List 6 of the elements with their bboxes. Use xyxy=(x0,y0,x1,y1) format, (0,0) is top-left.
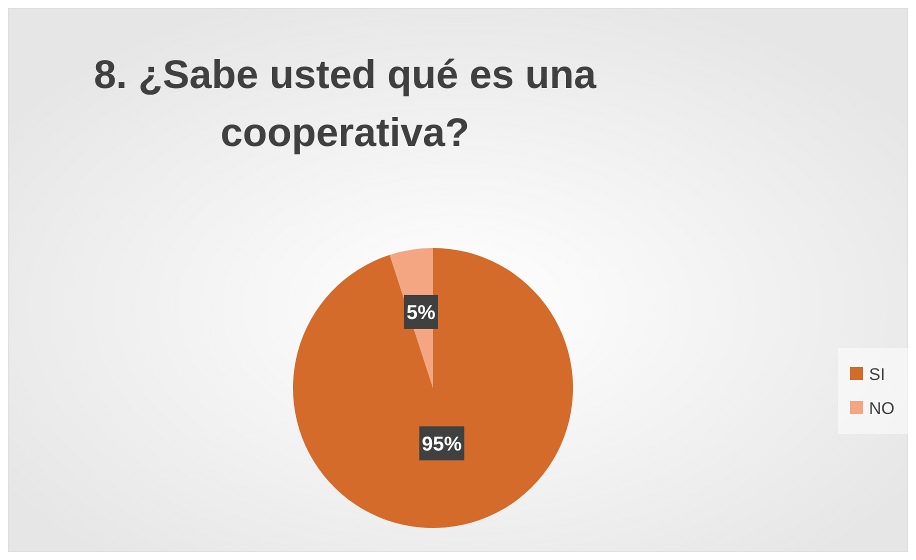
data-label: 5% xyxy=(406,302,436,324)
legend-label: NO xyxy=(869,398,894,418)
chart-title: 8. ¿Sabe usted qué es una cooperativa? xyxy=(94,53,597,155)
pie-slice xyxy=(293,248,573,528)
legend-label: SI xyxy=(869,364,886,384)
data-label: 95% xyxy=(422,433,462,456)
